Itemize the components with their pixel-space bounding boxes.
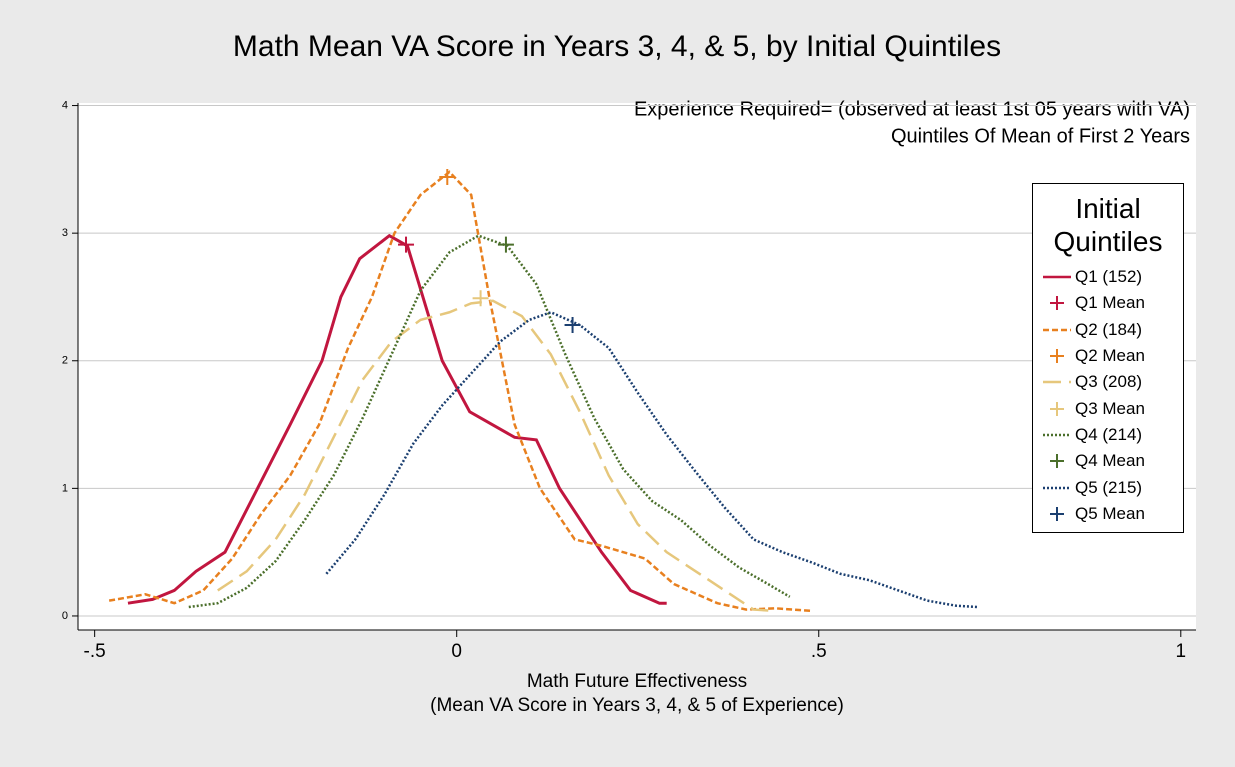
density-line bbox=[127, 233, 667, 605]
density-line bbox=[188, 234, 791, 609]
annotation: Quintiles Of Mean of First 2 Years bbox=[891, 125, 1190, 147]
legend-symbol bbox=[1050, 454, 1064, 469]
x-tick-label: 1 bbox=[1176, 641, 1187, 662]
mean-marker bbox=[472, 290, 489, 307]
legend-item: Q3 (208) bbox=[1033, 369, 1183, 395]
legend-item: Q5 Mean bbox=[1033, 501, 1183, 527]
legend-symbol bbox=[1043, 381, 1071, 384]
legend-plus bbox=[1050, 401, 1064, 416]
mean-marker bbox=[564, 317, 581, 334]
legend-label: Q5 (215) bbox=[1075, 477, 1143, 497]
x-axis-title: (Mean VA Score in Years 3, 4, & 5 of Exp… bbox=[430, 695, 844, 716]
legend-symbol bbox=[1043, 433, 1071, 437]
legend-label: Q3 Mean bbox=[1075, 398, 1145, 418]
plot-area bbox=[78, 103, 1196, 630]
legend-label: Q2 (184) bbox=[1075, 319, 1143, 339]
legend-item: Q2 Mean bbox=[1033, 343, 1183, 369]
legend-item: Q1 (152) bbox=[1033, 264, 1183, 290]
legend-label: Q3 (208) bbox=[1075, 372, 1143, 392]
legend-item: Q4 (214) bbox=[1033, 422, 1183, 448]
annotation: Experience Required= (observed at least … bbox=[634, 98, 1190, 120]
legend-label: Q1 Mean bbox=[1075, 293, 1145, 313]
legend-label: Q2 Mean bbox=[1075, 346, 1145, 366]
legend-items: Q1 (152) Q1 Mean Q2 (184) Q2 Mean Q3 (208) Q3… bbox=[1033, 264, 1183, 527]
y-tick-label: 3 bbox=[62, 227, 68, 239]
legend-label: Q4 (214) bbox=[1075, 424, 1143, 444]
legend-item: Q1 Mean bbox=[1033, 290, 1183, 316]
legend-plus bbox=[1050, 296, 1064, 311]
legend-symbol bbox=[1050, 506, 1064, 521]
chart-title: Math Mean VA Score in Years 3, 4, & 5, b… bbox=[233, 30, 1001, 63]
density-line bbox=[108, 170, 812, 613]
legend-item: Q5 (215) bbox=[1033, 474, 1183, 500]
legend-label: Q1 (152) bbox=[1075, 267, 1143, 287]
density-line bbox=[217, 299, 776, 613]
legend-item: Q4 Mean bbox=[1033, 448, 1183, 474]
legend-title: Initial Quintiles bbox=[1053, 193, 1163, 257]
x-tick-label: .5 bbox=[811, 641, 827, 662]
y-tick-label: 1 bbox=[62, 482, 68, 494]
x-axis-title: Math Future Effectiveness bbox=[527, 671, 747, 692]
legend-symbol bbox=[1050, 296, 1064, 311]
legend-symbol bbox=[1043, 486, 1071, 489]
x-tick-label: -.5 bbox=[84, 641, 106, 662]
legend: Initial Quintiles Q1 (152) Q1 Mean Q2 (184… bbox=[1032, 183, 1184, 533]
mean-marker bbox=[398, 236, 415, 253]
legend-symbol bbox=[1043, 328, 1071, 331]
density-line bbox=[325, 310, 979, 609]
mean-marker bbox=[497, 236, 514, 253]
legend-plus bbox=[1050, 349, 1064, 364]
x-tick-label: 0 bbox=[451, 641, 462, 662]
legend-plus bbox=[1050, 454, 1064, 469]
legend-symbol bbox=[1050, 401, 1064, 416]
legend-item: Q3 Mean bbox=[1033, 395, 1183, 421]
legend-label: Q4 Mean bbox=[1075, 451, 1145, 471]
legend-plus bbox=[1050, 506, 1064, 521]
y-tick-label: 2 bbox=[62, 355, 68, 367]
legend-symbol bbox=[1043, 275, 1071, 279]
legend-symbol bbox=[1050, 349, 1064, 364]
y-tick-label: 4 bbox=[62, 99, 68, 111]
y-tick-label: 0 bbox=[62, 610, 68, 622]
legend-label: Q5 Mean bbox=[1075, 503, 1145, 523]
mean-marker bbox=[439, 169, 456, 186]
legend-item: Q2 (184) bbox=[1033, 317, 1183, 343]
